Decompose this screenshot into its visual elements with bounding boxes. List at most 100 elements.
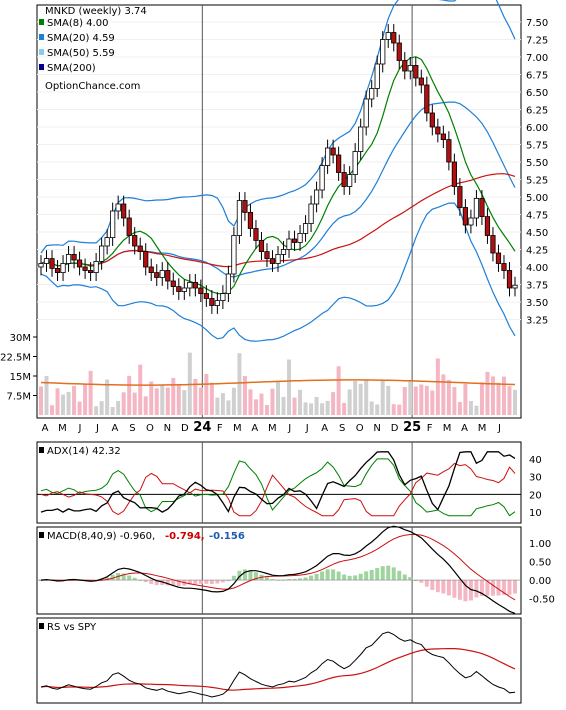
candle-body xyxy=(242,200,248,213)
volume-bar xyxy=(138,364,143,415)
macd-histogram-bar xyxy=(220,580,225,583)
volume-bar xyxy=(441,374,446,415)
macd-histogram-bar xyxy=(513,580,517,594)
candle-body xyxy=(512,284,518,289)
macd-histogram-bar xyxy=(171,580,176,586)
candle-body xyxy=(501,263,507,271)
volume-bar xyxy=(171,377,176,415)
candle-body xyxy=(275,253,281,264)
bollinger-upper-line xyxy=(40,0,516,254)
macd-line xyxy=(40,525,516,614)
volume-bar xyxy=(452,387,457,415)
candle-body xyxy=(440,133,446,140)
volume-bar xyxy=(353,381,358,415)
volume-bar xyxy=(220,393,225,415)
candle-body xyxy=(264,251,270,260)
volume-bar xyxy=(55,388,60,415)
macd-histogram-bar xyxy=(479,580,484,596)
candle-body xyxy=(181,287,187,292)
adx-plus-di-line xyxy=(40,458,516,517)
month-label: F xyxy=(427,423,433,434)
adx-tick-label: 30 xyxy=(529,473,542,484)
month-label: M xyxy=(233,423,242,434)
price-tick-label: 6.50 xyxy=(526,88,548,99)
macd-histogram-bar xyxy=(320,571,325,581)
candle-body xyxy=(192,281,198,289)
macd-histogram-bar xyxy=(242,569,247,581)
macd-histogram-bar xyxy=(121,573,126,581)
volume-bar xyxy=(457,401,462,415)
candle-body xyxy=(214,300,220,306)
candle-body xyxy=(247,211,254,229)
volume-bar xyxy=(61,394,66,415)
macd-panel xyxy=(36,526,522,615)
month-label: A xyxy=(251,423,258,434)
month-label: A xyxy=(461,423,468,434)
macd-histogram-bar xyxy=(298,578,303,581)
legend-swatch xyxy=(39,64,44,70)
volume-bar xyxy=(237,353,242,415)
macd-histogram-bar xyxy=(490,580,495,596)
candle-body xyxy=(479,197,485,217)
macd-histogram-bar xyxy=(176,580,181,587)
volume-bar xyxy=(149,381,154,415)
volume-bar xyxy=(485,371,490,415)
candle-body xyxy=(176,286,182,292)
macd-histogram-bar xyxy=(39,580,43,582)
macd-histogram-bar xyxy=(347,575,352,581)
month-label: J xyxy=(497,423,501,434)
candle-body xyxy=(65,253,72,264)
volume-bar xyxy=(342,402,347,415)
price-tick-label: 5.00 xyxy=(526,193,548,204)
candle-body xyxy=(126,217,132,236)
candle-body xyxy=(506,270,513,289)
macd-histogram-bar xyxy=(127,575,132,581)
month-label: S xyxy=(129,423,135,434)
candle-body xyxy=(115,203,121,212)
candle-body xyxy=(43,258,50,264)
volume-bar xyxy=(325,400,330,415)
volume-bar xyxy=(127,375,132,415)
month-label: D xyxy=(181,423,189,434)
macd-histogram-bar xyxy=(303,577,308,581)
macd-tick-label: -0.50 xyxy=(529,595,555,606)
candle-body xyxy=(418,77,424,86)
price-tick-label: 6.00 xyxy=(526,123,548,134)
candle-body xyxy=(137,245,143,252)
macd-histogram-bar xyxy=(198,580,203,584)
candle-body xyxy=(308,203,314,225)
volume-bar xyxy=(193,378,198,415)
macd-histogram-bar xyxy=(336,571,341,581)
candle-body xyxy=(269,258,276,264)
candle-body xyxy=(297,232,303,243)
volume-bar xyxy=(463,383,468,415)
volume-bar xyxy=(99,401,104,415)
volume-bar xyxy=(430,390,435,415)
volume-bar xyxy=(386,385,391,415)
macd-histogram-bar xyxy=(248,570,253,581)
volume-tick-label: 30M xyxy=(10,333,31,344)
volume-bar xyxy=(248,389,253,415)
macd-histogram-bar xyxy=(364,571,369,581)
candle-body xyxy=(60,263,66,273)
candle-body xyxy=(391,32,397,44)
candle-body xyxy=(165,270,171,282)
legend-entry: SMA(200) xyxy=(47,63,96,74)
candle-body xyxy=(280,249,287,255)
rs-line xyxy=(40,631,516,698)
volume-bar xyxy=(154,388,159,415)
volume-bar xyxy=(402,387,407,415)
volume-bar xyxy=(270,388,275,415)
price-tick-label: 7.00 xyxy=(526,53,548,64)
macd-histogram-bar xyxy=(413,580,418,582)
volume-bar xyxy=(39,386,43,415)
candle-body xyxy=(435,126,441,135)
volume-bar xyxy=(413,386,418,415)
volume-bar xyxy=(380,379,385,415)
volume-bar xyxy=(88,370,93,415)
candle-body xyxy=(341,172,347,187)
macd-histogram-bar xyxy=(369,569,374,581)
price-tick-label: 3.75 xyxy=(526,281,548,292)
bollinger-lower-line xyxy=(40,202,516,342)
candle-body xyxy=(446,139,452,163)
